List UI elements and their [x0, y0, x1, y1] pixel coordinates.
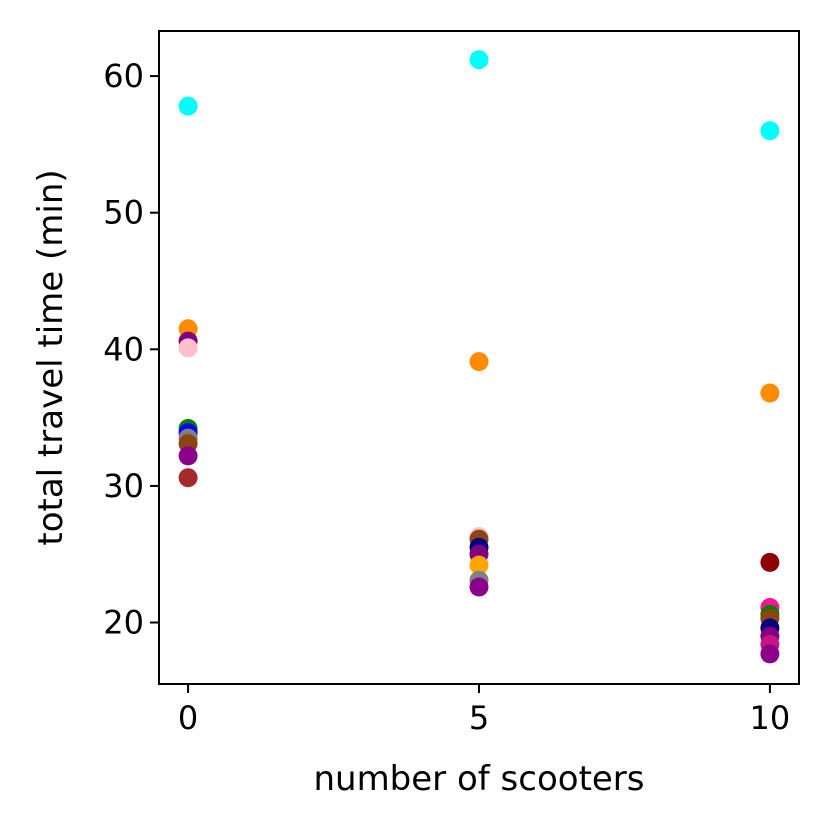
data-point-3	[178, 338, 198, 358]
data-point-28	[760, 644, 780, 664]
y-axis: 20 30 40 50 60	[103, 57, 159, 642]
data-point-19	[760, 121, 780, 141]
data-point-9	[178, 468, 198, 488]
data-point-20	[760, 383, 780, 403]
data-point-21	[760, 552, 780, 572]
data-point-18	[469, 577, 489, 597]
y-tick-label-20: 20	[103, 604, 144, 642]
y-tick-label-30: 30	[103, 467, 144, 505]
x-axis-label: number of scooters	[313, 759, 644, 799]
y-tick-label-40: 40	[103, 330, 144, 368]
data-point-10	[469, 50, 489, 70]
points-layer	[178, 50, 780, 664]
data-point-8	[178, 446, 198, 466]
y-tick-label-50: 50	[103, 194, 144, 232]
y-axis-label: total travel time (min)	[31, 169, 71, 545]
x-tick-label-5: 5	[469, 699, 489, 737]
y-tick-label-60: 60	[103, 57, 144, 95]
data-point-0	[178, 96, 198, 116]
data-point-16	[469, 555, 489, 575]
x-tick-label-0: 0	[178, 699, 198, 737]
x-tick-label-10: 10	[750, 699, 791, 737]
x-axis: 0 5 10	[178, 684, 790, 737]
data-point-11	[469, 352, 489, 372]
